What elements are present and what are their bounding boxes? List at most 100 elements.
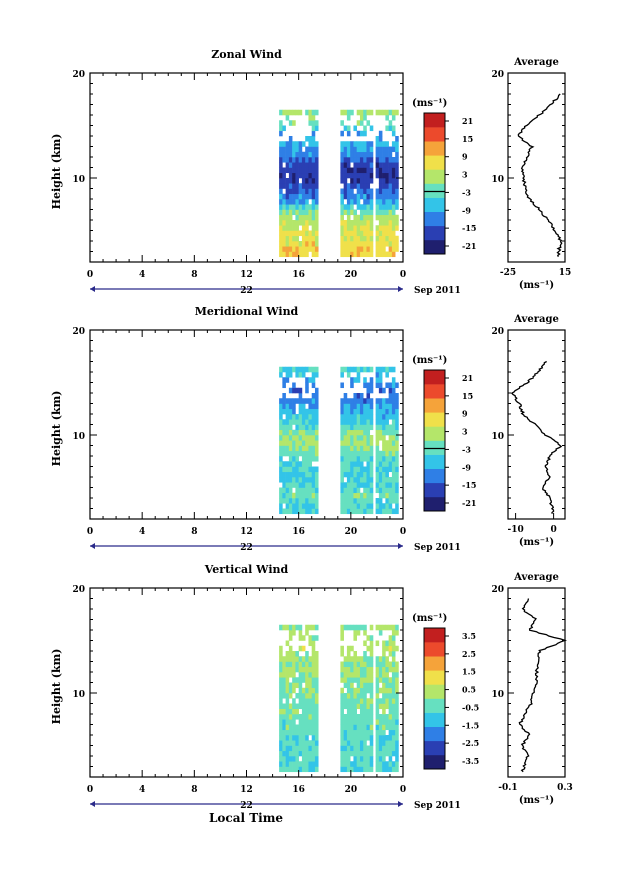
heatmap-cell [391, 193, 396, 200]
heatmap-cell [350, 645, 354, 652]
heatmap-cell [298, 403, 303, 410]
heatmap-cell [388, 640, 393, 647]
heatmap-cell [391, 115, 396, 121]
colorbar-segment [424, 211, 445, 227]
heatmap-cell [375, 204, 380, 210]
heatmap-cell [356, 719, 361, 725]
heatmap-cell [288, 703, 293, 710]
heatmap-cell [356, 466, 361, 473]
heatmap-cell [356, 419, 361, 425]
heatmap-cell [282, 220, 286, 226]
heatmap-cell [288, 735, 293, 741]
heatmap-cell [282, 724, 286, 731]
heatmap-cell [359, 729, 364, 736]
heatmap-cell [346, 703, 351, 710]
heatmap-cell [363, 735, 367, 741]
heatmap-cell [311, 724, 316, 731]
heatmap-cell [385, 440, 389, 446]
heatmap-cell [295, 414, 299, 420]
heatmap-cell [282, 761, 286, 767]
heatmap-cell [282, 450, 286, 457]
heatmap-cell [295, 183, 299, 189]
heatmap-cell [295, 220, 299, 226]
heatmap-cell [378, 661, 383, 668]
heatmap-cell [314, 687, 319, 694]
date-bar-arrow [398, 801, 403, 807]
heatmap-cell [282, 445, 286, 452]
heatmap-cell [385, 456, 389, 462]
heatmap-cell [292, 682, 296, 689]
heatmap-cell [395, 193, 399, 200]
heatmap-cell [346, 246, 351, 252]
heatmap-cell [350, 429, 354, 436]
heatmap-cell [369, 230, 374, 237]
heatmap-cell [363, 440, 367, 446]
heatmap-cell [385, 230, 389, 237]
heatmap-cell [359, 408, 364, 415]
heatmap-cell [378, 403, 383, 410]
colorbar-segment [424, 740, 445, 756]
heatmap-cell [369, 241, 374, 247]
heatmap-cell [301, 666, 306, 673]
heatmap-cell [295, 482, 299, 488]
heatmap-cell [353, 661, 357, 668]
heatmap-cell [378, 456, 383, 462]
heatmap-cell [375, 230, 380, 237]
heatmap-cell [279, 251, 283, 258]
heatmap-cell [305, 750, 309, 757]
heatmap-cell [285, 651, 290, 657]
heatmap-cell [366, 714, 371, 720]
heatmap-cell [282, 193, 286, 200]
heatmap-cell [388, 677, 393, 683]
heatmap-cell [314, 750, 319, 757]
heatmap-cell [353, 740, 357, 746]
colorbar-tick-label: 21 [462, 373, 473, 383]
heatmap-cell [350, 141, 354, 147]
heatmap-cell [343, 188, 348, 195]
heatmap-cell [359, 115, 364, 121]
heatmap-cell [359, 498, 364, 504]
heatmap [279, 624, 399, 773]
heatmap-cell [340, 120, 344, 126]
heatmap-cell [311, 477, 316, 483]
heatmap-cell [363, 503, 367, 509]
x-tick-label: 0 [400, 270, 406, 280]
heatmap-cell [298, 693, 303, 699]
heatmap-cell [308, 624, 313, 631]
heatmap-cell [340, 445, 344, 452]
heatmap-cell [314, 440, 319, 446]
heatmap-cell [366, 635, 371, 641]
heatmap-cell [292, 624, 296, 631]
heatmap-cell [353, 677, 357, 683]
heatmap-cell [288, 756, 293, 762]
heatmap-cell [340, 241, 344, 247]
heatmap-cell [353, 703, 357, 710]
x-tick-label: 0 [87, 527, 93, 537]
heatmap-cell [311, 756, 316, 762]
heatmap-cell [279, 693, 283, 699]
heatmap-cell [382, 719, 386, 725]
heatmap-cell [350, 719, 354, 725]
heatmap-cell [314, 162, 319, 168]
heatmap-cell [301, 756, 306, 762]
heatmap-cell [285, 698, 290, 704]
heatmap-cell [343, 178, 348, 184]
heatmap-cell [288, 466, 293, 473]
heatmap-cell [279, 162, 283, 168]
heatmap-cell [356, 366, 361, 373]
heatmap-cell [388, 230, 393, 237]
heatmap-cell [305, 398, 309, 404]
heatmap-cell [285, 466, 290, 473]
heatmap-cell [282, 756, 286, 762]
heatmap-cell [388, 693, 393, 699]
heatmap-cell [391, 424, 396, 431]
heatmap-cell [343, 740, 348, 746]
heatmap-cell [356, 624, 361, 631]
heatmap-cell [356, 461, 361, 467]
heatmap-cell [298, 750, 303, 757]
heatmap-cell [314, 225, 319, 231]
heatmap-cell [295, 461, 299, 467]
heatmap-cell [359, 503, 364, 509]
colorbar-unit: (ms⁻¹) [412, 98, 447, 109]
heatmap-cell [369, 193, 374, 200]
